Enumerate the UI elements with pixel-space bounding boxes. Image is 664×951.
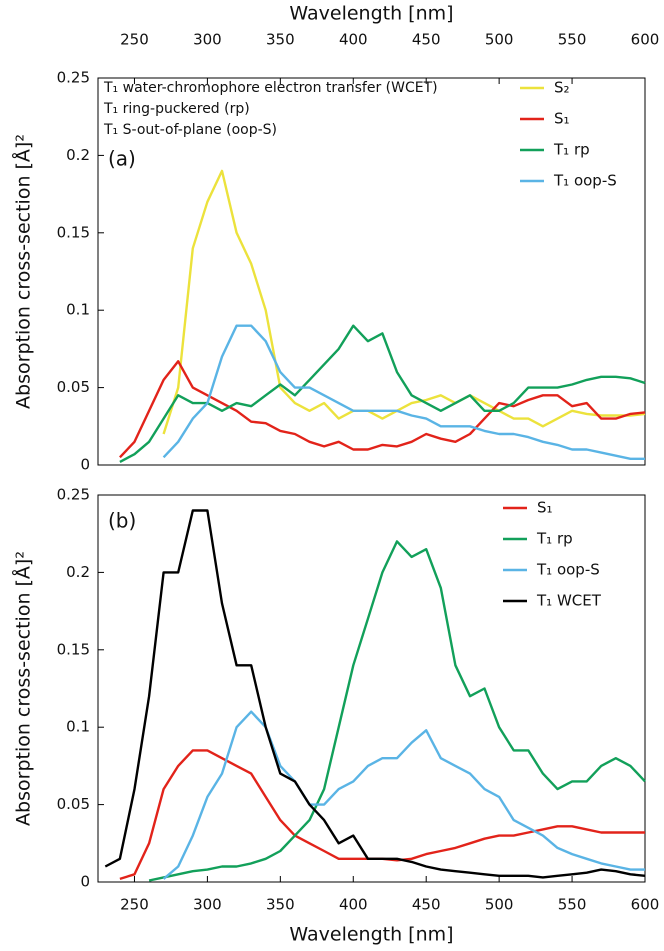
y-tick-label: 0 xyxy=(80,456,90,474)
x-tick-label: 500 xyxy=(485,896,514,914)
series-line xyxy=(104,509,646,879)
y-tick-label: 0 xyxy=(80,873,90,891)
x-tick-label: 350 xyxy=(266,896,295,914)
x-tick-label: 400 xyxy=(339,896,368,914)
x-tick-label: 300 xyxy=(193,896,222,914)
x-tick-label: 250 xyxy=(120,31,149,49)
legend-label: T₁ oop-S xyxy=(553,172,617,190)
legend-label: S₁ xyxy=(537,499,553,517)
panel-label: (b) xyxy=(108,509,136,533)
x-tick-label: 250 xyxy=(120,896,149,914)
y-tick-label: 0.2 xyxy=(66,146,90,164)
x-tick-label: 600 xyxy=(631,896,660,914)
plot-frame xyxy=(97,494,646,883)
series-line xyxy=(119,324,646,463)
legend-label: S₁ xyxy=(554,110,570,128)
y-tick-label: 0.1 xyxy=(66,718,90,736)
plot-frame xyxy=(97,77,646,466)
x-tick-label: 600 xyxy=(631,31,660,49)
y-tick-label: 0.1 xyxy=(66,301,90,319)
x-axis-label: Wavelength [nm] xyxy=(289,3,453,25)
annotation: T₁ ring-puckered (rp) xyxy=(103,101,250,117)
y-tick-label: 0.25 xyxy=(57,486,90,504)
legend-label: T₁ rp xyxy=(536,530,573,548)
x-tick-label: 550 xyxy=(558,896,587,914)
legend-label: T₁ oop-S xyxy=(536,561,600,579)
series-line xyxy=(148,540,646,882)
x-tick-label: 350 xyxy=(266,31,295,49)
y-axis-label: Absorption cross-section [Å]² xyxy=(12,134,35,409)
y-tick-label: 0.25 xyxy=(57,69,90,87)
legend-label: S₂ xyxy=(554,79,570,97)
x-axis-label: Wavelength [nm] xyxy=(289,924,453,946)
series-line xyxy=(119,360,646,459)
annotation: T₁ water-chromophore electron transfer (… xyxy=(103,80,438,96)
x-tick-label: 450 xyxy=(412,31,441,49)
y-tick-label: 0.05 xyxy=(57,378,90,396)
x-tick-label: 500 xyxy=(485,31,514,49)
y-tick-label: 0.05 xyxy=(57,795,90,813)
y-axis-label: Absorption cross-section [Å]² xyxy=(12,551,35,826)
y-tick-label: 0.15 xyxy=(57,223,90,241)
y-tick-label: 0.2 xyxy=(66,563,90,581)
y-tick-label: 0.15 xyxy=(57,640,90,658)
x-tick-label: 300 xyxy=(193,31,222,49)
legend-label: T₁ WCET xyxy=(536,592,602,610)
x-tick-label: 550 xyxy=(558,31,587,49)
x-tick-label: 400 xyxy=(339,31,368,49)
series-line xyxy=(162,710,645,880)
x-tick-label: 450 xyxy=(412,896,441,914)
panel-label: (a) xyxy=(108,147,136,171)
series-line xyxy=(162,324,645,460)
series-line xyxy=(162,169,646,435)
legend-label: T₁ rp xyxy=(553,141,590,159)
annotation: T₁ S-out-of-plane (oop-S) xyxy=(103,122,277,138)
